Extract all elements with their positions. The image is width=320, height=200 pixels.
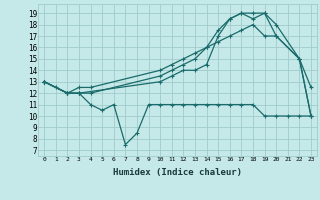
X-axis label: Humidex (Indice chaleur): Humidex (Indice chaleur) — [113, 168, 242, 177]
